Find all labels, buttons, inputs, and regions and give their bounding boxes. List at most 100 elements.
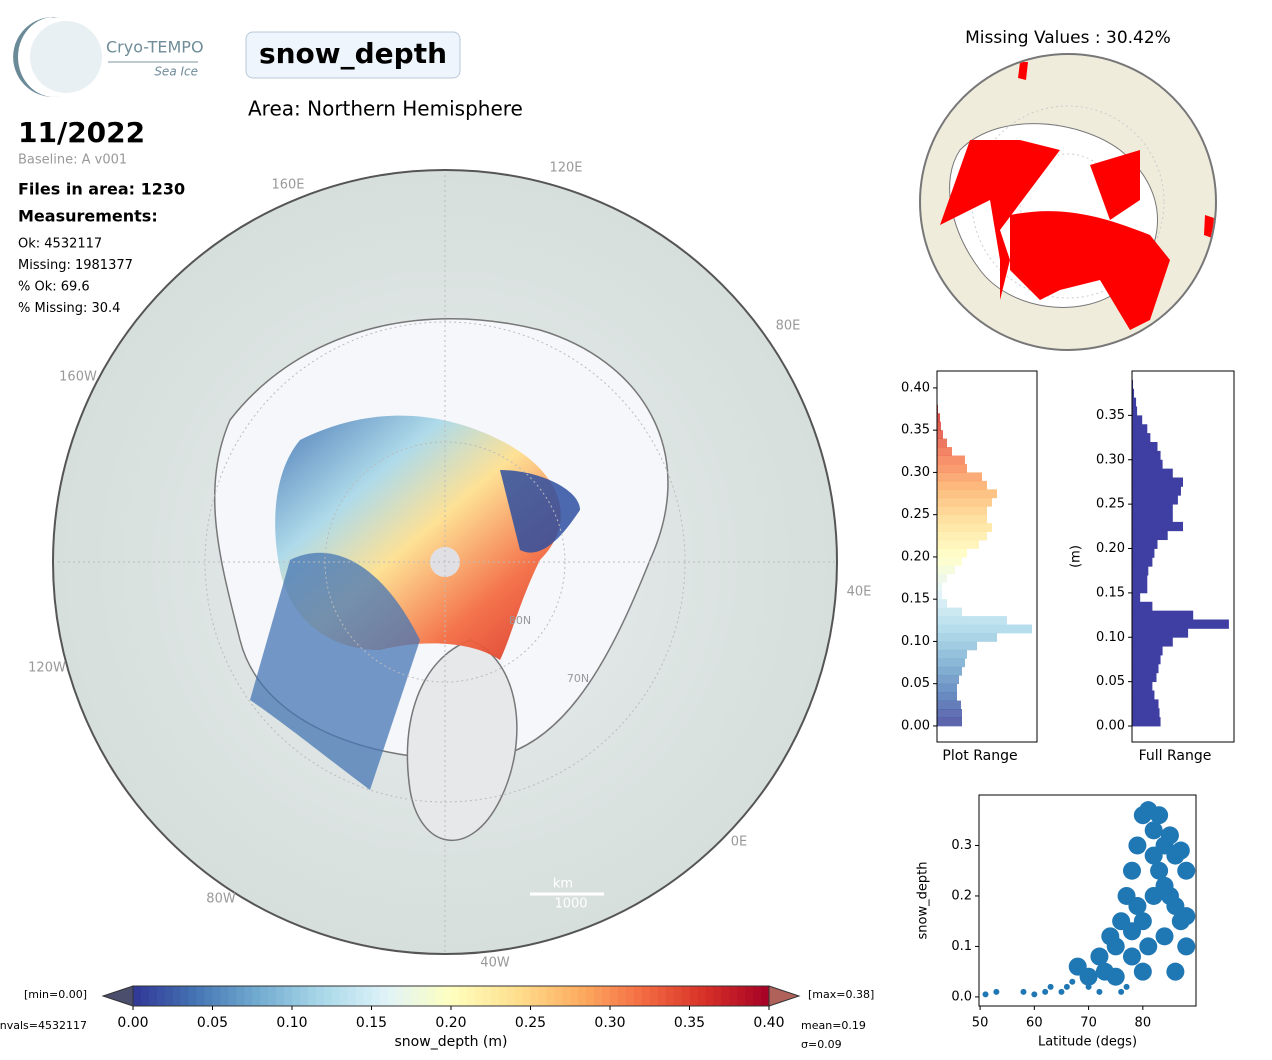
missing-title: Missing Values : 30.42% bbox=[965, 28, 1171, 48]
colorbar-segment bbox=[443, 986, 452, 1006]
colorbar-segment bbox=[276, 986, 285, 1006]
colorbar-segment bbox=[617, 986, 627, 1006]
y-tick-label: 0.30 bbox=[901, 465, 930, 480]
title-box bbox=[245, 31, 461, 79]
colorbar-segment bbox=[204, 986, 214, 1006]
lon-label: 120W bbox=[28, 661, 66, 676]
histogram-bar bbox=[937, 632, 997, 642]
x-tick-label: 0.10 bbox=[276, 1015, 307, 1031]
scatter-point bbox=[1122, 947, 1141, 966]
colorbar-segment bbox=[578, 986, 587, 1006]
colorbar-segment bbox=[220, 986, 229, 1006]
histogram-bar bbox=[1132, 513, 1173, 523]
colorbar-segment bbox=[323, 986, 333, 1006]
colorbar-segment bbox=[641, 986, 651, 1006]
area-label: Area: Northern Hemisphere bbox=[248, 97, 523, 121]
scatter-point bbox=[1133, 962, 1152, 981]
colorbar-segment bbox=[164, 986, 174, 1006]
colorbar-segment bbox=[347, 986, 357, 1006]
colorbar-segment bbox=[482, 986, 492, 1006]
colorbar-segment bbox=[395, 986, 404, 1006]
colorbar-segment bbox=[474, 986, 484, 1006]
histogram-bar bbox=[1132, 495, 1178, 505]
variable-title: snow_depth bbox=[259, 37, 447, 70]
scatter-point bbox=[1155, 876, 1174, 895]
colorbar-segment bbox=[148, 986, 158, 1006]
colorbar-segment bbox=[697, 986, 706, 1006]
lon-label: 120E bbox=[549, 161, 582, 176]
y-tick-label: 0.30 bbox=[1096, 452, 1125, 467]
histogram-bar bbox=[1132, 415, 1143, 425]
colorbar-segment bbox=[649, 986, 659, 1006]
x-tick-label: 0.35 bbox=[674, 1015, 705, 1031]
colorbar-segment bbox=[292, 986, 301, 1006]
logo: Cryo-TEMPO Sea Ice bbox=[13, 17, 204, 98]
colorbar-segment bbox=[570, 986, 579, 1006]
colorbar-segment bbox=[530, 986, 540, 1006]
y-tick-label: 0.1 bbox=[951, 939, 972, 954]
colorbar-segment bbox=[284, 986, 293, 1006]
colorbar-segment bbox=[403, 986, 412, 1006]
scatter-point bbox=[1106, 937, 1125, 956]
colorbar-segment bbox=[212, 986, 222, 1006]
sigma-label: σ=0.09 bbox=[801, 1038, 842, 1051]
y-tick-label: 0.20 bbox=[901, 549, 930, 564]
histogram-bar bbox=[1132, 450, 1161, 461]
histogram-bar bbox=[1132, 681, 1153, 691]
histogram-bar bbox=[937, 523, 992, 532]
histogram-bar bbox=[1132, 655, 1161, 665]
x-axis-label: Full Range bbox=[1139, 748, 1212, 764]
y-tick-label: 0.15 bbox=[1096, 585, 1125, 600]
colorbar-segment bbox=[188, 986, 198, 1006]
histogram-bar bbox=[1132, 584, 1148, 594]
x-tick-label: 0.15 bbox=[356, 1015, 387, 1031]
histogram-bar bbox=[937, 430, 943, 440]
lon-label: 40E bbox=[847, 585, 872, 600]
histogram-bar bbox=[1132, 557, 1153, 567]
colorbar-segment bbox=[625, 986, 635, 1006]
colorbar-segment bbox=[673, 986, 683, 1006]
histogram-bar bbox=[1132, 486, 1181, 496]
colorbar-segment bbox=[315, 986, 325, 1006]
histogram-bar bbox=[1132, 388, 1135, 399]
histogram-bar bbox=[937, 514, 987, 524]
y-tick-label: 0.10 bbox=[1096, 630, 1125, 645]
y-tick-label: 0.15 bbox=[901, 592, 930, 607]
scatter-point bbox=[1042, 988, 1049, 995]
x-tick-label: 0.20 bbox=[435, 1015, 466, 1031]
y-tick-label: 0.25 bbox=[1096, 497, 1125, 512]
lat-label: 70N bbox=[567, 672, 589, 685]
y-tick-label: 0.25 bbox=[901, 507, 930, 522]
nvals-label: nvals=4532117 bbox=[0, 1019, 87, 1032]
main-map: km 1000 bbox=[52, 169, 838, 955]
colorbar-segment bbox=[331, 986, 341, 1006]
histogram-bar bbox=[1132, 539, 1158, 549]
colorbar-segment bbox=[705, 986, 714, 1006]
histogram-bar bbox=[1132, 397, 1137, 407]
colorbar-segment bbox=[506, 986, 516, 1006]
scale-value: 1000 bbox=[554, 897, 587, 912]
histogram-bar bbox=[1132, 699, 1159, 709]
colorbar-segment bbox=[538, 986, 547, 1006]
histogram-bar bbox=[1132, 628, 1189, 638]
scatter-point bbox=[1144, 846, 1163, 865]
histogram-bar bbox=[1132, 619, 1229, 629]
colorbar-segment bbox=[689, 986, 699, 1006]
x-tick-label: 0.30 bbox=[594, 1015, 625, 1031]
scatter-point bbox=[993, 988, 1000, 995]
histogram-bar bbox=[937, 666, 962, 676]
y-tick-label: 0.00 bbox=[1096, 719, 1125, 734]
colorbar-segment bbox=[522, 986, 532, 1006]
histogram-bar bbox=[1132, 575, 1148, 585]
histogram-bar bbox=[937, 599, 947, 609]
colorbar-segment bbox=[498, 986, 508, 1006]
scatter-point bbox=[1150, 806, 1169, 825]
charts: 0.00 0.05 0.10 0.15 0.20 0.25 0.30 0.35 0.40 snow… bbox=[0, 370, 1235, 1051]
histogram-bar bbox=[937, 438, 947, 448]
histogram-bar bbox=[937, 692, 957, 701]
scatter-point bbox=[1079, 967, 1098, 986]
histogram-bar bbox=[937, 489, 997, 499]
histogram-bar bbox=[937, 616, 1007, 625]
colorbar-segment bbox=[761, 986, 770, 1006]
histogram-bar bbox=[937, 455, 965, 465]
